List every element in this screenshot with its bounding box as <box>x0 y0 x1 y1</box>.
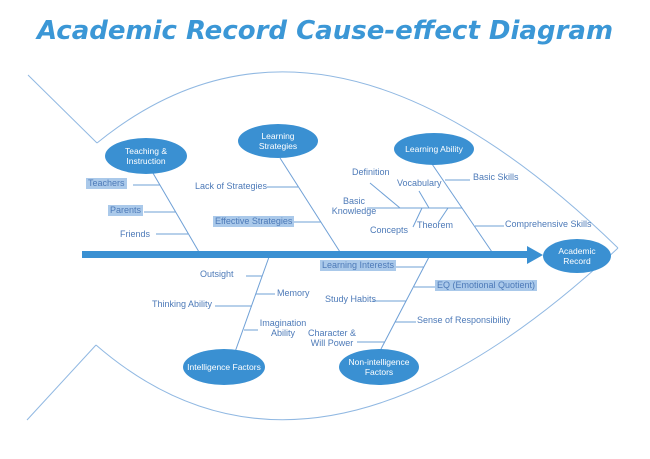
fish-outline-lines <box>26 71 619 421</box>
label-eq-emotional-quotient[interactable]: EQ (Emotional Quotient) <box>435 280 538 291</box>
label-parents[interactable]: Parents <box>108 205 144 216</box>
label-sense-of-responsibility[interactable]: Sense of Responsibility <box>417 315 511 325</box>
spine-bar <box>82 251 527 258</box>
label-theorem[interactable]: Theorem <box>417 220 454 230</box>
fish-body-top-curve <box>96 71 619 249</box>
theorem-connector <box>437 207 449 224</box>
node-learning-strategies[interactable]: Learning Strategies <box>238 124 318 158</box>
strategies-bone <box>279 157 341 253</box>
label-thinking-ability[interactable]: Thinking Ability <box>152 299 213 309</box>
node-learning-ability[interactable]: Learning Ability <box>394 133 474 165</box>
node-intelligence-factors[interactable]: Intelligence Factors <box>183 349 265 385</box>
nonintelligence-bone <box>380 256 430 350</box>
label-friends[interactable]: Friends <box>120 229 151 239</box>
label-definition[interactable]: Definition <box>352 167 390 177</box>
intelligence-bone <box>234 256 270 353</box>
label-vocabulary[interactable]: Vocabulary <box>397 178 442 188</box>
label-imagination-ability[interactable]: Imagination Ability <box>259 318 307 339</box>
label-basic-skills[interactable]: Basic Skills <box>473 172 519 182</box>
label-concepts[interactable]: Concepts <box>370 225 409 235</box>
fish-body-bottom-curve <box>95 247 619 421</box>
label-learning-interests[interactable]: Learning Interests <box>320 260 397 271</box>
label-lack-of-strategies[interactable]: Lack of Strategies <box>195 181 268 191</box>
node-non-intelligence-factors[interactable]: Non-intelligence Factors <box>339 349 419 385</box>
label-comprehensive-skills[interactable]: Comprehensive Skills <box>505 219 592 229</box>
spine-arrowhead-icon <box>527 246 543 264</box>
label-basic-knowledge[interactable]: Basic Knowledge <box>331 196 377 217</box>
teaching-bone <box>149 167 200 253</box>
label-memory[interactable]: Memory <box>277 288 310 298</box>
definition-connector <box>369 182 401 209</box>
concepts-connector <box>412 207 423 228</box>
spine-arrow <box>82 246 543 264</box>
fish-tail-bottom-line <box>26 344 97 421</box>
label-character-will-power[interactable]: Character & Will Power <box>307 328 357 349</box>
label-teachers[interactable]: Teachers <box>86 178 127 189</box>
bone-lines <box>133 157 504 353</box>
label-outsight[interactable]: Outsight <box>200 269 234 279</box>
node-teaching-instruction[interactable]: Teaching & Instruction <box>105 138 187 174</box>
vocabulary-connector <box>418 190 430 209</box>
label-study-habits[interactable]: Study Habits <box>325 294 377 304</box>
fish-tail-top-line <box>27 74 98 144</box>
diagram-title: Academic Record Cause-effect Diagram <box>36 16 614 46</box>
label-effective-strategies[interactable]: Effective Strategies <box>213 216 295 227</box>
node-academic-record[interactable]: Academic Record <box>543 239 611 273</box>
